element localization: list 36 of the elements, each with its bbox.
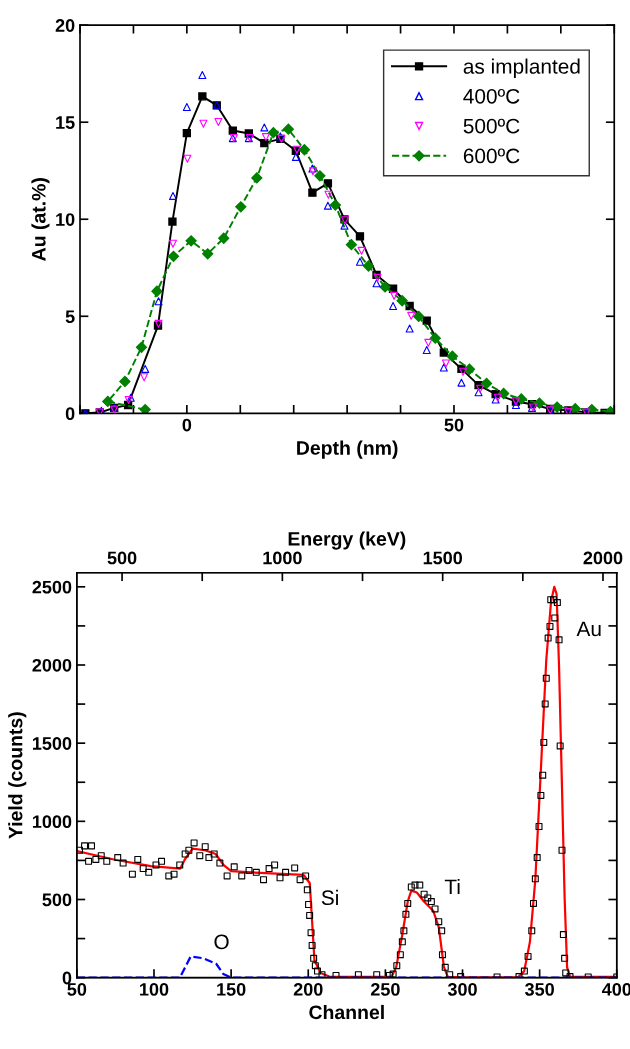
y-tick-label: 0 (65, 407, 75, 421)
y-tick-label: 0 (62, 971, 72, 985)
x-axis-title: Channel (309, 1004, 384, 1020)
annotation: Si (321, 889, 338, 906)
x-tick-label: 100 (140, 983, 169, 996)
legend-label: 500ºC (463, 118, 520, 134)
x2-axis-title: Energy (keV) (288, 531, 406, 550)
y-tick-label: 5 (65, 310, 75, 323)
y-tick-label: 500 (42, 893, 72, 907)
x2-tick-label: 1500 (423, 551, 463, 565)
y-tick-label: 2000 (32, 658, 72, 672)
y-axis-title: Yield (counts) (8, 712, 27, 839)
x-tick-label: 50 (444, 418, 464, 432)
y-tick-label: 1500 (32, 737, 72, 750)
y-tick-label: 10 (56, 213, 75, 226)
y-tick-label: 1000 (32, 815, 72, 829)
y-tick-label: 2500 (32, 580, 72, 594)
x-tick-label: 150 (217, 983, 246, 996)
legend-label: 400ºC (463, 88, 520, 104)
x2-tick-label: 500 (107, 551, 137, 565)
annotation: Au (576, 621, 601, 637)
x-tick-label: 300 (447, 983, 477, 996)
y-tick-label: 20 (55, 19, 75, 32)
legend-label: as implanted (463, 58, 580, 78)
x-tick-label: 200 (293, 983, 323, 996)
x-axis-title: Depth (nm) (297, 440, 398, 459)
y-axis-title: Au (at.%) (31, 178, 50, 261)
y-tick-label: 15 (56, 116, 75, 129)
legend-label: 600ºC (463, 148, 520, 164)
x-tick-label: 350 (524, 983, 554, 996)
annotation: Ti (444, 878, 460, 894)
x-tick-label: 250 (370, 983, 400, 996)
x2-tick-label: 1000 (263, 551, 302, 565)
x-tick-label: 50 (67, 983, 87, 996)
annotation: O (214, 934, 229, 950)
x2-tick-label: 2000 (583, 551, 623, 565)
